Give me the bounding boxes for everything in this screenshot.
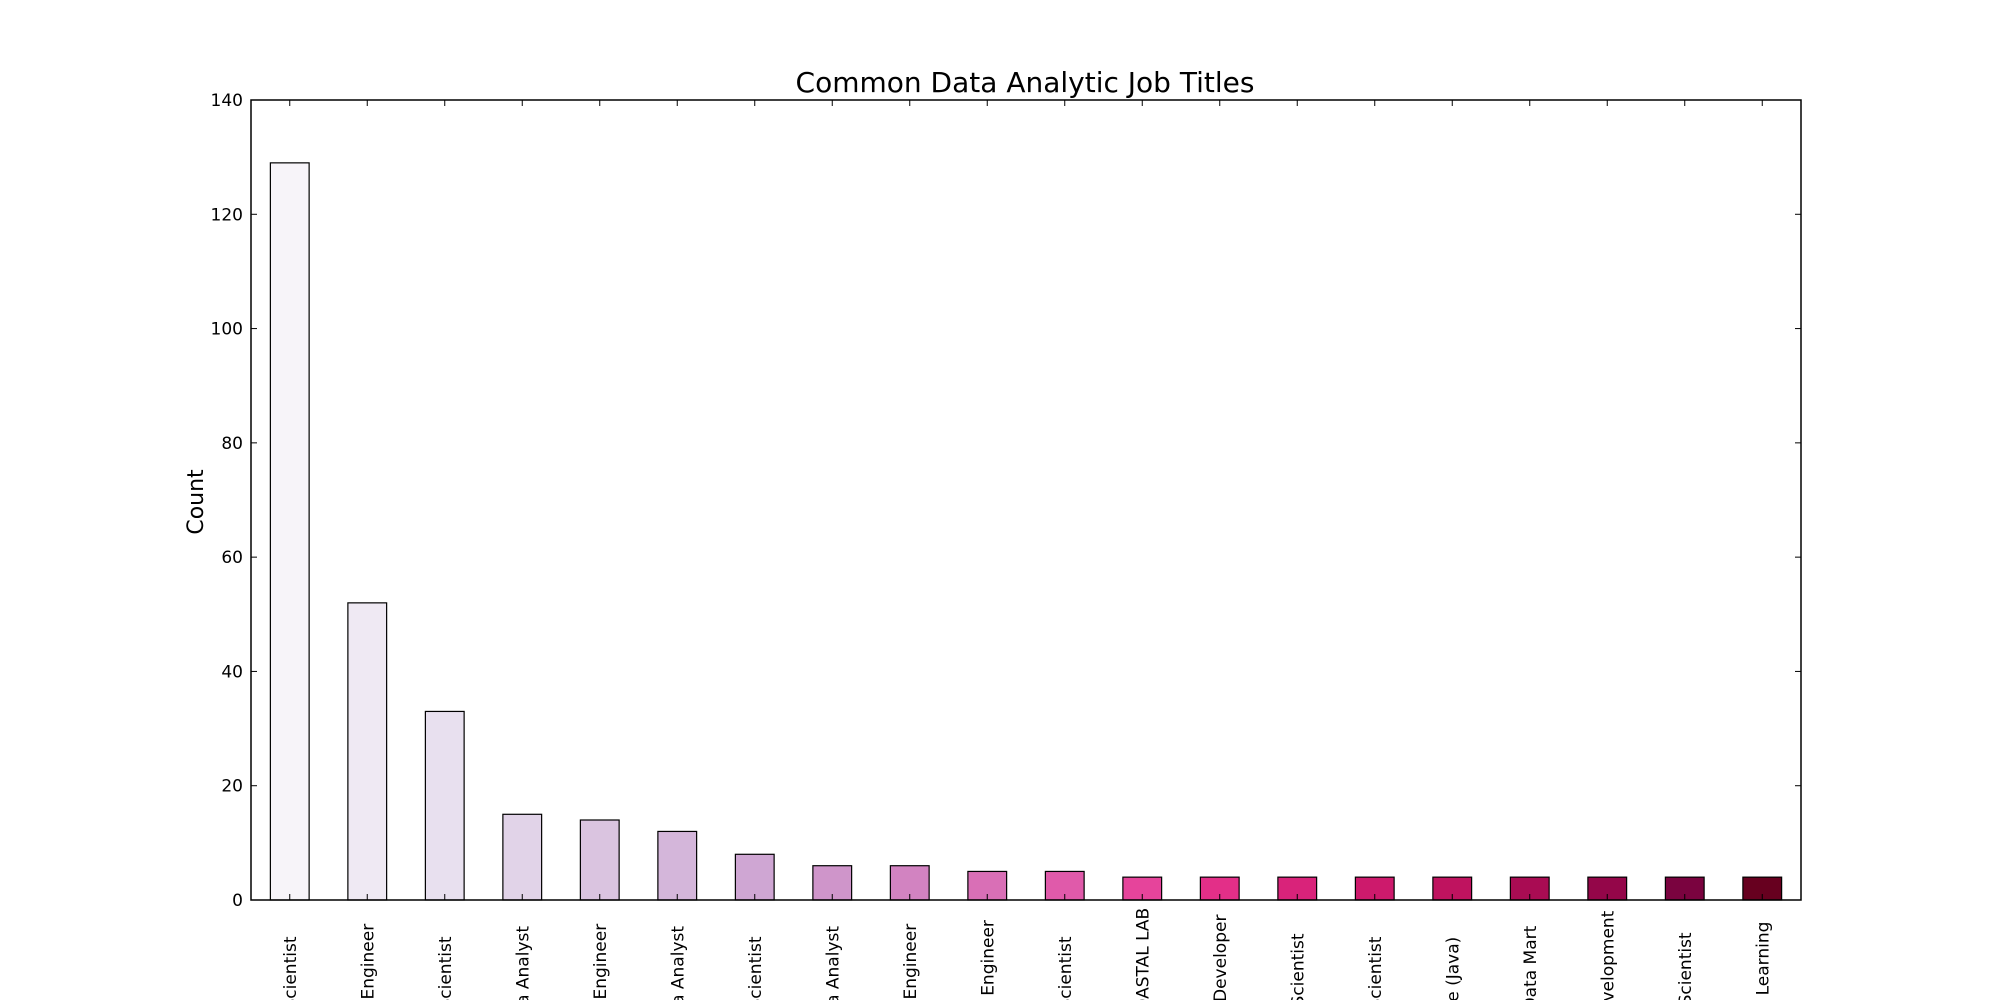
bar-4 [502,813,543,901]
bar-1 [269,162,310,901]
x-tick-label: g Engineer [978,920,998,1000]
plot-frame [250,99,1802,901]
x-tick-label: ta Scientist [281,936,301,1000]
x-tick-label: ta Scientist [436,936,456,1000]
y-tick-label: 0 [232,891,243,911]
x-tick-label: ta Scientist [1056,936,1076,1000]
chart-title: Common Data Analytic Job Titles [796,66,1255,99]
x-tick-label: ta Scientist [746,936,766,1000]
bars-layer [269,162,1783,901]
y-axis-label: Count [184,469,209,535]
y-tick-label: 60 [221,548,243,568]
x-tick-label: ta Engineer [591,924,611,1000]
y-tick-label: 40 [221,662,243,682]
x-tick-label: - Data Mart [1521,925,1541,1000]
y-tick-label: 100 [211,320,243,340]
y-tick-label: 80 [221,434,243,454]
x-tick-label: -Hire (Java) [1443,937,1463,1000]
x-tick-label: Developer [1211,915,1231,1000]
x-tick-label: ry Scientist [1366,936,1386,1000]
bar-2 [347,602,388,901]
x-tick-label: ata Analyst [513,926,533,1000]
bar-6 [657,830,698,901]
y-tick-label: 140 [211,91,243,111]
x-tick-label: od Scientist [1676,932,1696,1000]
x-tick-label: ata Analyst [668,926,688,1000]
x-tick-label: ta Engineer [358,924,378,1000]
ticks-layer: ta Scientist ta Engineer ta Scientist ata A… [211,91,1801,1004]
bar-5 [579,819,620,901]
x-tick-label: ta Engineer [901,924,921,1000]
x-tick-label: evelopment [1598,910,1618,1000]
x-tick-label: ch Scientist [1288,933,1308,1000]
x-tick-label: OASTAL LAB [1133,908,1153,1000]
y-tick-label: 120 [211,205,243,225]
x-tick-label: ata Analyst [823,926,843,1000]
y-tick-label: 20 [221,777,243,797]
bar-7 [734,853,775,901]
x-tick-label: ne Learning [1753,922,1773,1000]
bar-3 [424,710,465,901]
